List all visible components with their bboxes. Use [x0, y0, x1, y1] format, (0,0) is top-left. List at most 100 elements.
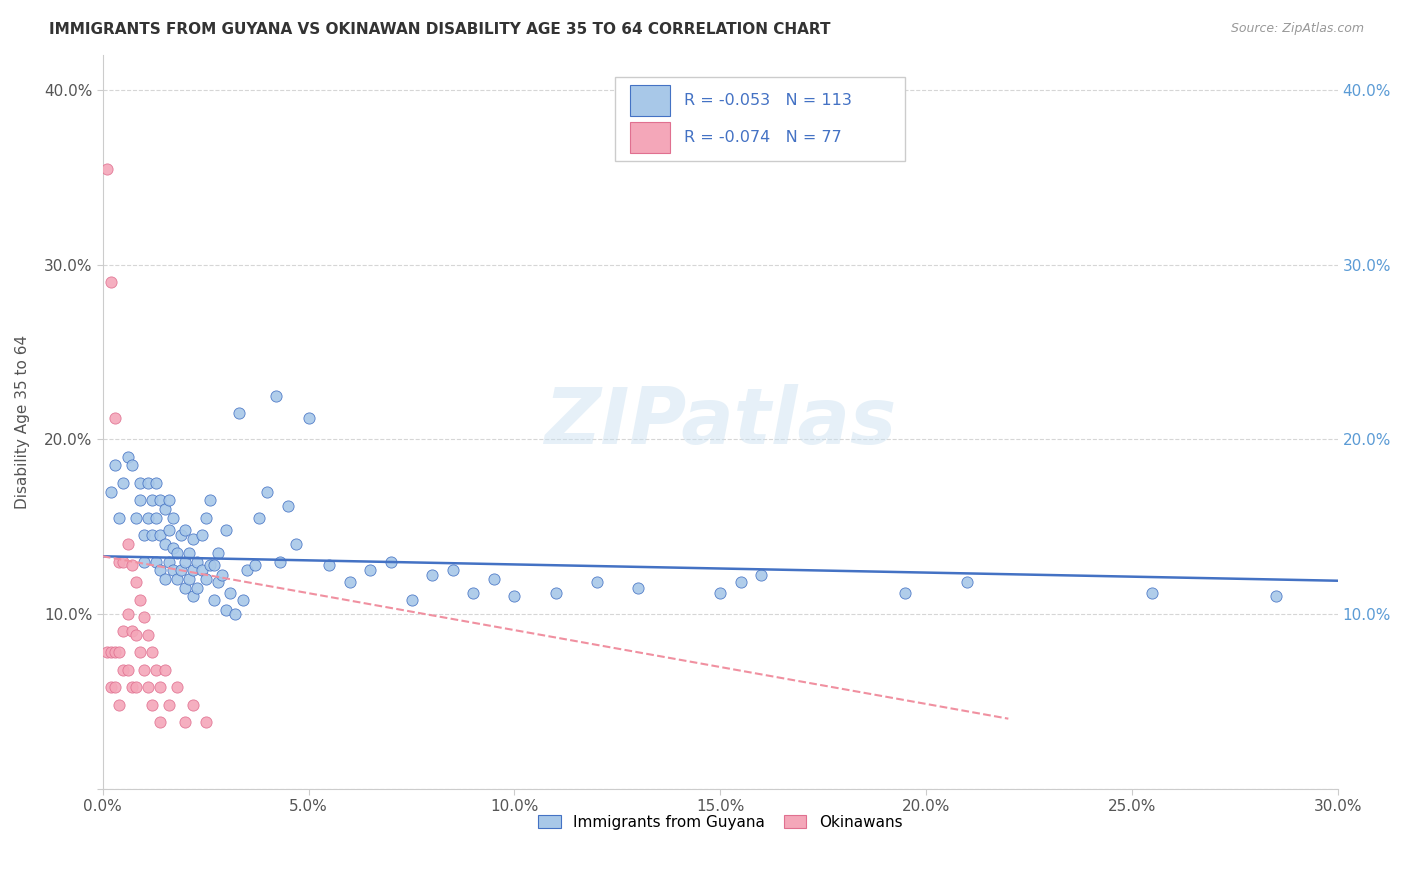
Point [1142, 586, 1164, 600]
Point [256, 484, 278, 499]
Text: IMMIGRANTS FROM GUYANA VS OKINAWAN DISABILITY AGE 35 TO 64 CORRELATION CHART: IMMIGRANTS FROM GUYANA VS OKINAWAN DISAB… [49, 22, 831, 37]
Point [153, 572, 176, 586]
Point [183, 563, 205, 577]
Point [117, 663, 139, 677]
Point [297, 411, 319, 425]
Point [183, 698, 205, 712]
Point [96, 161, 118, 176]
Point [149, 493, 172, 508]
Point [207, 575, 229, 590]
Point [277, 499, 299, 513]
Point [166, 546, 188, 560]
Point [157, 555, 180, 569]
Point [202, 558, 225, 572]
Point [709, 586, 731, 600]
Point [162, 511, 184, 525]
Point [112, 475, 135, 490]
Point [136, 680, 159, 694]
Point [318, 558, 340, 572]
Point [194, 715, 217, 730]
Text: Source: ZipAtlas.com: Source: ZipAtlas.com [1230, 22, 1364, 36]
Point [125, 680, 148, 694]
Point [128, 593, 150, 607]
Text: R = -0.074   N = 77: R = -0.074 N = 77 [685, 129, 842, 145]
Point [751, 568, 773, 582]
Point [157, 698, 180, 712]
Point [174, 581, 197, 595]
Point [149, 528, 172, 542]
Point [194, 511, 217, 525]
Point [136, 511, 159, 525]
Point [149, 563, 172, 577]
Point [1264, 590, 1286, 604]
Point [112, 624, 135, 639]
Text: R = -0.053   N = 113: R = -0.053 N = 113 [685, 93, 852, 108]
Point [420, 568, 443, 582]
Point [730, 575, 752, 590]
Point [627, 581, 650, 595]
Legend: Immigrants from Guyana, Okinawans: Immigrants from Guyana, Okinawans [531, 809, 908, 836]
Point [149, 680, 172, 694]
Point [104, 458, 127, 473]
Point [145, 555, 167, 569]
Point [153, 537, 176, 551]
Point [174, 715, 197, 730]
Point [183, 590, 205, 604]
Point [166, 680, 188, 694]
Point [108, 511, 131, 525]
Point [128, 475, 150, 490]
Point [121, 624, 143, 639]
Point [141, 645, 163, 659]
Point [264, 389, 287, 403]
Point [136, 475, 159, 490]
Point [145, 663, 167, 677]
Point [401, 593, 423, 607]
Point [104, 645, 127, 659]
Point [125, 511, 148, 525]
Point [157, 493, 180, 508]
Point [100, 680, 122, 694]
Point [166, 572, 188, 586]
Point [157, 523, 180, 537]
Point [162, 541, 184, 555]
Point [170, 563, 193, 577]
Point [228, 406, 250, 420]
Point [190, 563, 212, 577]
Point [236, 563, 259, 577]
Point [174, 555, 197, 569]
Y-axis label: Disability Age 35 to 64: Disability Age 35 to 64 [15, 334, 30, 509]
Point [170, 528, 193, 542]
Point [198, 558, 221, 572]
Point [145, 475, 167, 490]
Text: ZIPatlas: ZIPatlas [544, 384, 897, 460]
Point [125, 628, 148, 642]
Point [503, 590, 526, 604]
Point [108, 645, 131, 659]
Point [153, 663, 176, 677]
Point [194, 572, 217, 586]
Point [132, 528, 155, 542]
Point [145, 511, 167, 525]
Point [243, 558, 266, 572]
Point [117, 537, 139, 551]
Point [585, 575, 607, 590]
Point [215, 523, 238, 537]
Point [174, 523, 197, 537]
FancyBboxPatch shape [630, 122, 669, 153]
Point [186, 581, 208, 595]
Point [141, 493, 163, 508]
Point [207, 546, 229, 560]
Point [112, 663, 135, 677]
Point [100, 645, 122, 659]
Point [128, 493, 150, 508]
Point [162, 563, 184, 577]
Point [100, 484, 122, 499]
Point [117, 607, 139, 621]
FancyBboxPatch shape [630, 86, 669, 116]
Point [121, 558, 143, 572]
Point [112, 555, 135, 569]
Point [132, 555, 155, 569]
Point [247, 511, 270, 525]
Point [359, 563, 381, 577]
Point [202, 593, 225, 607]
